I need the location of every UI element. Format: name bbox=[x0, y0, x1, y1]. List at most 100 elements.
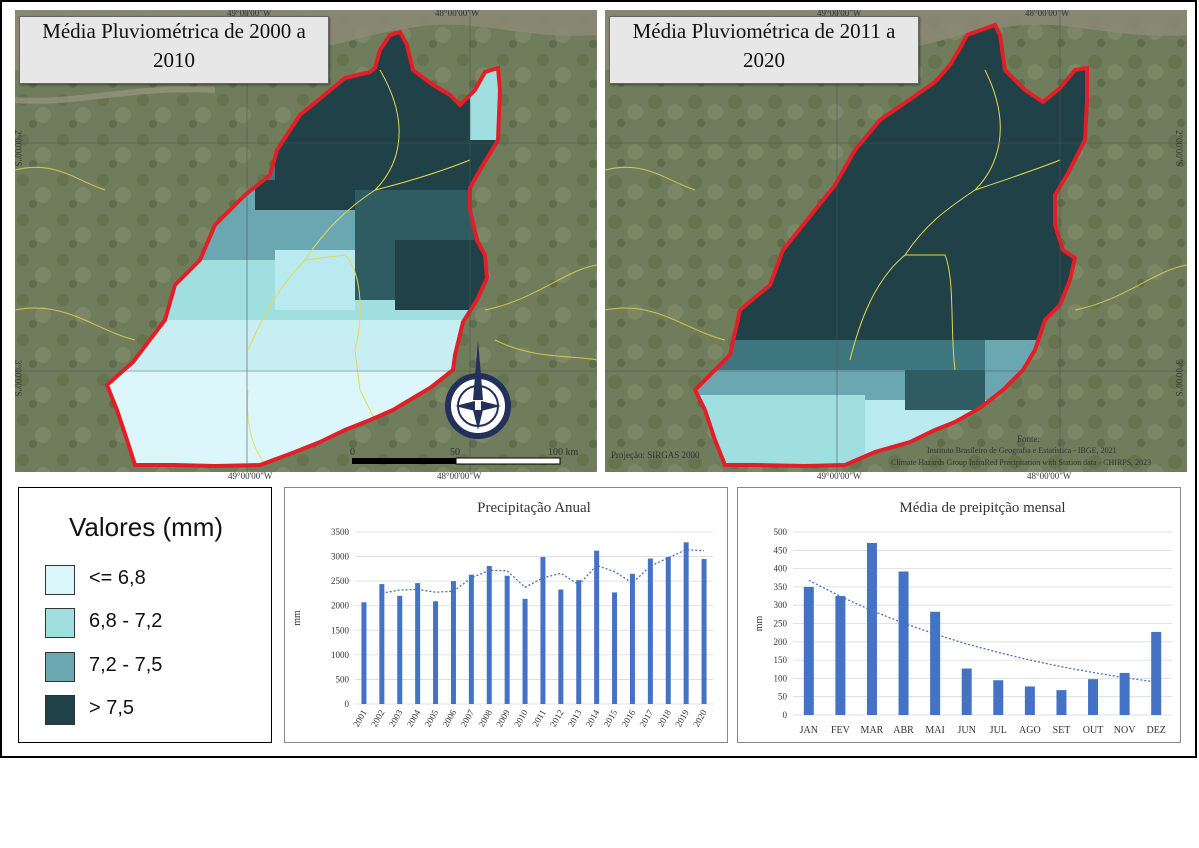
legend-label: <= 6,8 bbox=[89, 567, 146, 589]
x-tick-label: 2005 bbox=[423, 708, 441, 729]
bar bbox=[415, 583, 421, 704]
legend-swatch bbox=[45, 652, 75, 682]
x-tick-label: 2002 bbox=[369, 708, 387, 729]
x-tick-label: AGO bbox=[1019, 725, 1041, 736]
chart-title: Média de preipitção mensal bbox=[899, 500, 1065, 516]
bar bbox=[629, 573, 635, 704]
x-tick-label: JUN bbox=[958, 725, 976, 736]
bar bbox=[594, 550, 600, 704]
annual-chart-svg: Precipitação Anual mm 0 500 1000 1500 2000 2500… bbox=[292, 500, 713, 729]
bar bbox=[397, 595, 403, 704]
x-tick-label: 2020 bbox=[691, 708, 709, 729]
north-arrow: N bbox=[445, 340, 511, 439]
y-tick-label: 350 bbox=[774, 582, 788, 592]
x-tick-label: MAR bbox=[861, 725, 884, 736]
source-title: Fonte: bbox=[1017, 434, 1041, 444]
coord-top-right: 48°00'00"W bbox=[435, 10, 480, 18]
bar bbox=[361, 602, 367, 704]
coord-top-left: 49°00'00"W bbox=[227, 10, 272, 18]
map-left-title: Média Pluviométrica de 2000 a 2010 bbox=[19, 16, 329, 84]
y-tick-label: 2000 bbox=[331, 601, 350, 611]
bar bbox=[540, 557, 546, 704]
x-tick-label: 2016 bbox=[620, 708, 638, 729]
legend-swatch bbox=[45, 695, 75, 725]
bar bbox=[433, 601, 439, 704]
x-tick-label: 2014 bbox=[584, 708, 602, 729]
bar bbox=[504, 575, 510, 704]
bar bbox=[683, 542, 689, 704]
x-tick-label: 2013 bbox=[566, 708, 584, 729]
y-tick-label: 150 bbox=[774, 655, 788, 665]
y-tick-label: 200 bbox=[774, 637, 788, 647]
x-tick-label: 2007 bbox=[458, 708, 476, 729]
bar bbox=[701, 559, 707, 704]
source-line-2: Climate Hazards Group InfraRed Precipita… bbox=[891, 458, 1152, 467]
svg-text:N: N bbox=[474, 402, 481, 413]
x-tick-label: 2011 bbox=[530, 708, 547, 728]
y-tick-label: 500 bbox=[774, 527, 788, 537]
bar bbox=[486, 565, 492, 704]
y-tick-label: 3000 bbox=[331, 552, 350, 562]
legend-label: 7,2 - 7,5 bbox=[89, 654, 163, 676]
y-tick-label: 1000 bbox=[331, 650, 350, 660]
x-tick-label: OUT bbox=[1083, 725, 1104, 736]
projection-note: Projeção: SIRGAS 2000 bbox=[611, 450, 700, 460]
y-tick-label: 50 bbox=[778, 692, 788, 702]
x-tick-label: MAI bbox=[925, 725, 944, 736]
x-tick-label: JAN bbox=[800, 725, 818, 736]
y-tick-label: 450 bbox=[774, 545, 788, 555]
monthly-precipitation-chart: Média de preipitção mensal mm 0 50 100 150 200… bbox=[737, 487, 1181, 743]
compass-rose-icon bbox=[473, 340, 483, 400]
bar bbox=[379, 584, 385, 704]
scale-end: 100 km bbox=[548, 447, 579, 458]
coord-bottom-left: 49°00'00"W bbox=[228, 471, 273, 481]
map-right-title: Média Pluviométrica de 2011 a 2020 bbox=[609, 16, 919, 84]
y-tick-label: 0 bbox=[783, 710, 788, 720]
bar bbox=[803, 586, 814, 715]
annual-precipitation-chart: Precipitação Anual mm 0 500 1000 1500 2000 2500… bbox=[284, 487, 728, 743]
bar bbox=[993, 680, 1004, 715]
legend-title: Valores (mm) bbox=[69, 512, 224, 542]
scale-zero: 0 bbox=[350, 447, 355, 458]
bar bbox=[898, 571, 909, 715]
source-line-1: Instituto Brasileiro de Geografia e Esta… bbox=[927, 446, 1117, 455]
map-panel-2011-2020: 49°00'00"W 48°00'00"W 2°00'00"S 3°00'00"… bbox=[605, 10, 1187, 472]
x-tick-label: 2018 bbox=[655, 708, 673, 729]
y-tick-label: 250 bbox=[774, 619, 788, 629]
y-tick-label: 1500 bbox=[331, 625, 350, 635]
x-tick-label: 2015 bbox=[602, 708, 620, 729]
coord-lat-upper: 2°00'00"S bbox=[1174, 130, 1184, 167]
x-tick-label: 2001 bbox=[351, 708, 369, 729]
y-tick-label: 400 bbox=[774, 564, 788, 574]
x-tick-label: DEZ bbox=[1146, 725, 1165, 736]
legend-swatch bbox=[45, 565, 75, 595]
y-tick-label: 3500 bbox=[331, 527, 350, 537]
legend-label: 6,8 - 7,2 bbox=[89, 610, 163, 632]
coord-bottom-right: 48°00'00"W bbox=[437, 471, 482, 481]
trendline bbox=[381, 549, 705, 594]
bar bbox=[1088, 679, 1099, 715]
bar bbox=[1024, 686, 1035, 715]
x-tick-label: NOV bbox=[1114, 725, 1136, 736]
x-tick-label: JUL bbox=[990, 725, 1007, 736]
x-tick-label: 2009 bbox=[494, 708, 512, 729]
x-tick-label: 2010 bbox=[512, 708, 530, 729]
bar bbox=[522, 598, 528, 704]
coord-top-right: 48°00'00"W bbox=[1025, 10, 1070, 18]
x-tick-label: 2017 bbox=[637, 708, 655, 729]
x-tick-label: 2019 bbox=[673, 708, 691, 729]
y-tick-label: 100 bbox=[774, 673, 788, 683]
map-panel-2000-2010: N 49°00'00"W 48°00'00"W 2°00'00"S 3°00'0… bbox=[15, 10, 597, 472]
coord-top-left: 49°00'00"W bbox=[817, 10, 862, 18]
x-tick-label: 2008 bbox=[476, 708, 494, 729]
x-tick-label: 2003 bbox=[387, 708, 405, 729]
legend-swatch bbox=[45, 608, 75, 638]
coord-lat-lower: 3°00'00"S bbox=[1174, 360, 1184, 397]
bar bbox=[647, 558, 653, 704]
legend-label: > 7,5 bbox=[89, 697, 135, 719]
bar bbox=[930, 611, 941, 715]
coord-bottom-right-r: 48°00'00"W bbox=[1027, 471, 1072, 481]
bar bbox=[558, 589, 564, 704]
x-tick-label: 2012 bbox=[548, 708, 566, 729]
coord-bottom-left-r: 49°00'00"W bbox=[817, 471, 862, 481]
